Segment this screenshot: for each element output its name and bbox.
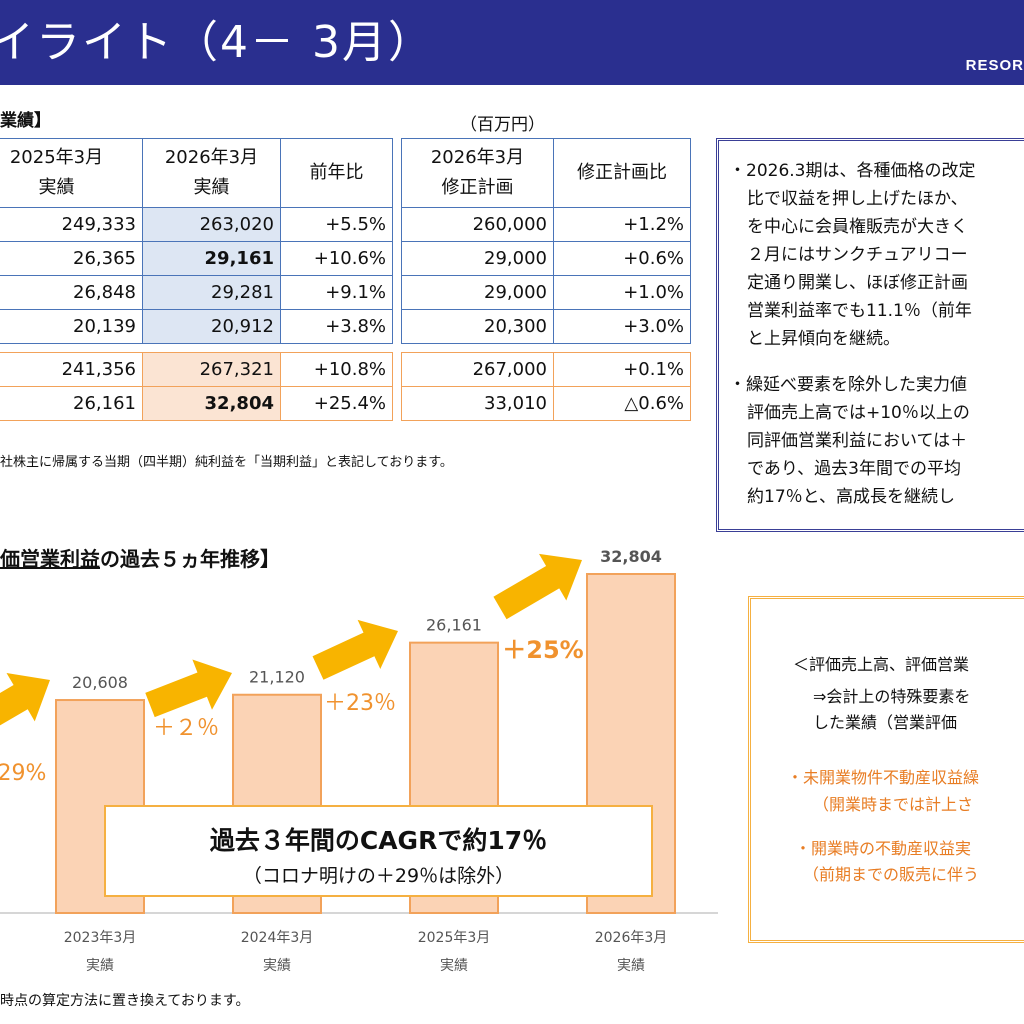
table-row: 26,848 29,281 +9.1% [0, 275, 393, 310]
chart-tick-label: 2023年3月 [64, 930, 137, 946]
table-cell: 263,020 [142, 207, 281, 242]
chart-value-label: 26,161 [426, 616, 482, 635]
table-row: 33,010 △0.6% [401, 386, 691, 421]
growth-label: 29% [0, 761, 46, 786]
table-cell: +5.5% [280, 207, 393, 242]
growth-arrow [0, 672, 50, 726]
table-cell: 267,321 [142, 352, 281, 387]
table-cell: 20,912 [142, 309, 281, 344]
commentary-paragraph-1: ・2026.3期は、各種価格の改定 比で収益を押し上げたほか、 を中心に会員権販… [729, 161, 976, 349]
unit-label: （百万円） [460, 115, 545, 135]
table-cell: +1.0% [553, 275, 691, 310]
footnote-method: 時点の算定方法に置き換えております。 [0, 993, 250, 1009]
definition-bullet-sub: （開業時までは計上さ [813, 795, 974, 814]
table-cell: +3.8% [280, 309, 393, 344]
chart-tick-label: 実績 [263, 958, 291, 974]
table-cell: +1.2% [553, 207, 691, 242]
table-row: 29,000 +1.0% [401, 275, 691, 310]
table-row: 241,356 267,321 +10.8% [0, 352, 393, 387]
chart-tick-label: 実績 [617, 958, 645, 974]
cagr-sub-text: （コロナ明けの＋29％は除外） [242, 865, 515, 887]
col-header-2025: 2025年3月 実績 [0, 138, 143, 208]
table-row: 26,161 32,804 +25.4% [0, 386, 393, 421]
results-table: 2025年3月 実績 2026年3月 実績 前年比 249,333 263,020 … [0, 138, 393, 421]
definition-box: ＜評価売上高、評価営業 ⇒会計上の特殊要素を した業績（営業評価 ・未開業物件不… [748, 596, 1024, 943]
table-cell: 33,010 [401, 386, 554, 421]
growth-arrow [493, 553, 582, 620]
table-cell: △0.6% [553, 386, 691, 421]
table-row: 26,365 29,161 +10.6% [0, 241, 393, 276]
table-cell: +0.6% [553, 241, 691, 276]
header-bar: イライト（4－ 3月） RESOR [0, 0, 1024, 85]
col-header-2026: 2026年3月 実績 [142, 138, 281, 208]
table-cell: 267,000 [401, 352, 554, 387]
table-cell: 32,804 [142, 386, 281, 421]
table-cell: 249,333 [0, 207, 143, 242]
definition-text: した業績（営業評価 [813, 713, 958, 732]
chart-tick-label: 実績 [440, 958, 468, 974]
growth-label: ＋２％ [153, 716, 219, 741]
table-row: 20,139 20,912 +3.8% [0, 309, 393, 344]
growth-arrow [145, 659, 232, 718]
chart-tick-label: 実績 [86, 958, 114, 974]
col-header-plan-ratio: 修正計画比 [553, 138, 691, 208]
table-cell: +10.6% [280, 241, 393, 276]
table-cell: 241,356 [0, 352, 143, 387]
table-row: 29,000 +0.6% [401, 241, 691, 276]
table-cell: 26,161 [0, 386, 143, 421]
chart-tick-label: 2026年3月 [595, 930, 668, 946]
cagr-main-text: 過去３年間のCAGRで約17％ [209, 826, 548, 855]
table-cell: 29,161 [142, 241, 281, 276]
results-section-title: 業績】 [0, 111, 51, 131]
page-title: イライト（4－ 3月） [0, 17, 434, 68]
table-row: 260,000 +1.2% [401, 207, 691, 242]
table-cell: 20,139 [0, 309, 143, 344]
commentary-box: ・2026.3期は、各種価格の改定 比で収益を押し上げたほか、 を中心に会員権販… [716, 138, 1024, 532]
footnote-net-income: 社株主に帰属する当期（四半期）純利益を「当期利益」と表記しております。 [0, 455, 453, 470]
table-row: 20,300 +3.0% [401, 309, 691, 344]
table-cell: +9.1% [280, 275, 393, 310]
table-cell: 29,281 [142, 275, 281, 310]
table-cell: 20,300 [401, 309, 554, 344]
commentary-paragraph-2: ・繰延べ要素を除外した実力値 評価売上高では+10％以上の 同評価営業利益におい… [729, 375, 970, 507]
table-cell: 26,848 [0, 275, 143, 310]
chart-tick-label: 2024年3月 [241, 930, 314, 946]
plan-table: 2026年3月 修正計画 修正計画比 260,000 +1.2% 29,000 +… [401, 138, 691, 421]
table-cell: 260,000 [401, 207, 554, 242]
table-cell: +25.4% [280, 386, 393, 421]
table-row: 249,333 263,020 +5.5% [0, 207, 393, 242]
operating-profit-chart: 20,608 21,12026,16132,8042023年3月実績2024年3月… [0, 547, 718, 974]
col-header-yoy: 前年比 [280, 138, 393, 208]
table-cell: +10.8% [280, 352, 393, 387]
definition-bullet: ・未開業物件不動産収益繰 [787, 768, 980, 787]
definition-text: ⇒会計上の特殊要素を [813, 687, 971, 706]
brand-logo-text: RESOR [965, 57, 1024, 74]
cagr-callout: 過去３年間のCAGRで約17％ （コロナ明けの＋29％は除外） [104, 805, 653, 897]
table-row: 267,000 +0.1% [401, 352, 691, 387]
chart-value-label: 20,608 [72, 673, 128, 692]
growth-arrow [312, 619, 398, 680]
table-cell: 29,000 [401, 275, 554, 310]
chart-tick-label: 2025年3月 [418, 930, 491, 946]
chart-section-title: 評価営業利益の過去５ヵ年推移】 [0, 547, 280, 571]
chart-value-label: 21,120 [249, 668, 305, 687]
table-cell: +0.1% [553, 352, 691, 387]
chart-value-label: 32,804 [600, 547, 662, 566]
table-cell: 29,000 [401, 241, 554, 276]
col-header-plan: 2026年3月 修正計画 [401, 138, 554, 208]
growth-label: ＋23％ [324, 691, 396, 716]
definition-bullet-sub: （前期までの販売に伴う [803, 865, 980, 884]
definition-heading: ＜評価売上高、評価営業 [793, 655, 970, 674]
table-cell: +3.0% [553, 309, 691, 344]
table-cell: 26,365 [0, 241, 143, 276]
growth-label: ＋25% [502, 636, 583, 664]
definition-bullet: ・開業時の不動産収益実 [795, 839, 972, 858]
